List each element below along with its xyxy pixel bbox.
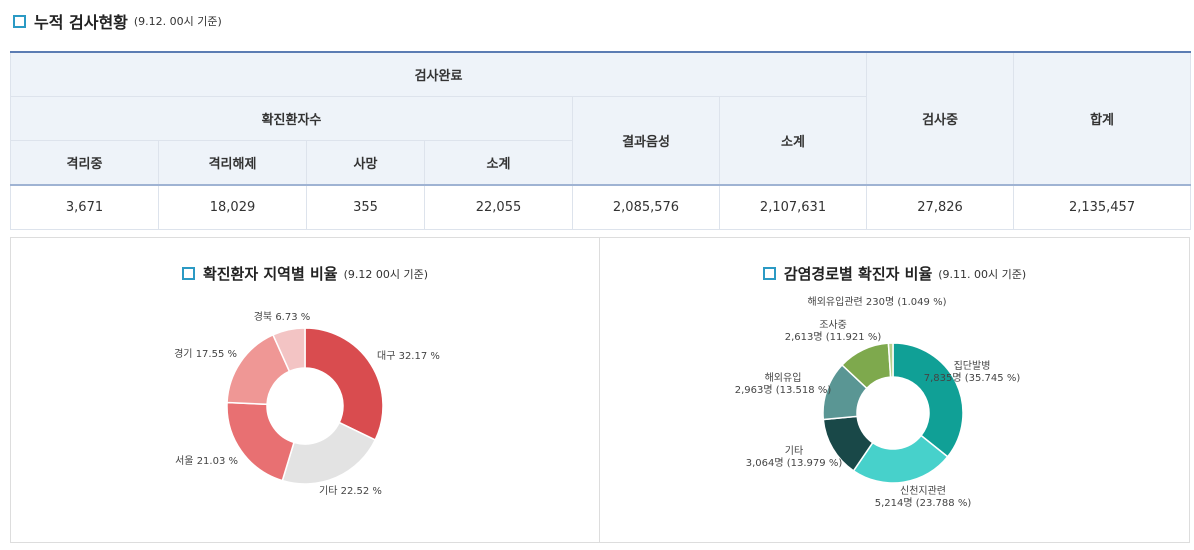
slice-value-label: 7,835명 (35.745 %) [924,372,1021,384]
slice-value-label: 2,963명 (13.518 %) [735,384,832,396]
section-title: 누적 검사현황 [34,13,128,32]
donut-slice [892,342,964,458]
header-total: 합계 [1013,51,1192,186]
slice-label: 해외유입관련 230명 (1.049 %) [808,295,947,308]
route-chart-panel: 감염경로별 확진자 비율 (9.11. 00시 기준) 집단발병 7,835명 (… [599,237,1190,543]
cell-total: 2,135,457 [1013,184,1192,230]
donut-slice [852,434,949,484]
route-chart-title: 감염경로별 확진자 비율 [783,265,933,283]
header-death: 사망 [306,140,425,186]
cell-released: 18,029 [158,184,307,230]
header-confirmed: 확진환자수 [10,96,573,141]
header-negative: 결과음성 [572,96,720,186]
slice-value-label: 3,064명 (13.979 %) [746,457,843,469]
square-bullet-icon [181,267,195,280]
donut-slice [887,342,894,378]
region-donut-chart: 대구 32.17 % 기타 22.52 % 서울 21.03 % 경기 17.55 %… [174,310,440,497]
route-chart-heading: 감염경로별 확진자 비율 (9.11. 00시 기준) [600,263,1189,284]
slice-value-label: 5,214명 (23.788 %) [875,497,972,509]
table-row: 3,671 18,029 355 22,055 2,085,576 2,107,… [10,184,1192,230]
slice-label: 기타 22.52 % [319,485,382,497]
cell-subtotal-2: 2,107,631 [718,184,868,230]
donut-slice [271,327,306,373]
header-isolating: 격리중 [10,140,159,186]
header-test-done: 검사완료 [9,51,868,97]
route-chart-subtitle: (9.11. 00시 기준) [938,267,1027,281]
slice-label: 집단발병 [954,360,991,372]
cell-testing: 27,826 [866,184,1015,230]
donut-slice [226,401,295,482]
header-subtotal-2: 소계 [718,96,868,186]
cell-negative: 2,085,576 [572,184,720,230]
slice-label: 경북 6.73 % [254,310,311,323]
region-chart-title: 확진환자 지역별 비율 [202,265,338,283]
test-status-table: 검사완료 검사중 합계 확진환자수 결과음성 소계 격리중 격리해제 사망 소계… [9,51,1192,230]
slice-label: 신천지관련 [900,485,946,497]
slice-label: 경기 17.55 % [174,347,237,360]
slice-label: 기타 [785,445,803,457]
chart-panels: 확진환자 지역별 비율 (9.12 00시 기준) 대구 32.17 % 기타 2… [10,237,1190,543]
slice-label: 서울 21.03 % [175,455,238,467]
region-chart-panel: 확진환자 지역별 비율 (9.12 00시 기준) 대구 32.17 % 기타 2… [10,237,600,543]
cell-isolating: 3,671 [10,184,159,230]
header-released: 격리해제 [158,140,307,186]
region-chart-heading: 확진환자 지역별 비율 (9.12 00시 기준) [11,263,599,284]
slice-value-label: 2,613명 (11.921 %) [785,331,882,343]
cell-death: 355 [306,184,425,230]
cell-subtotal-1: 22,055 [424,184,573,230]
section-subtitle: (9.12. 00시 기준) [133,15,222,28]
section-heading: 누적 검사현황 (9.12. 00시 기준) [13,10,222,32]
donut-slice [304,327,384,441]
slice-label: 해외유입 [765,371,802,384]
slice-label: 대구 32.17 % [377,350,440,362]
header-testing: 검사중 [866,51,1015,186]
square-bullet-icon [762,267,776,280]
header-subtotal-1: 소계 [424,140,573,186]
square-bullet-icon [13,14,26,28]
region-chart-subtitle: (9.12 00시 기준) [343,267,429,281]
slice-label: 조사중 [819,319,847,331]
